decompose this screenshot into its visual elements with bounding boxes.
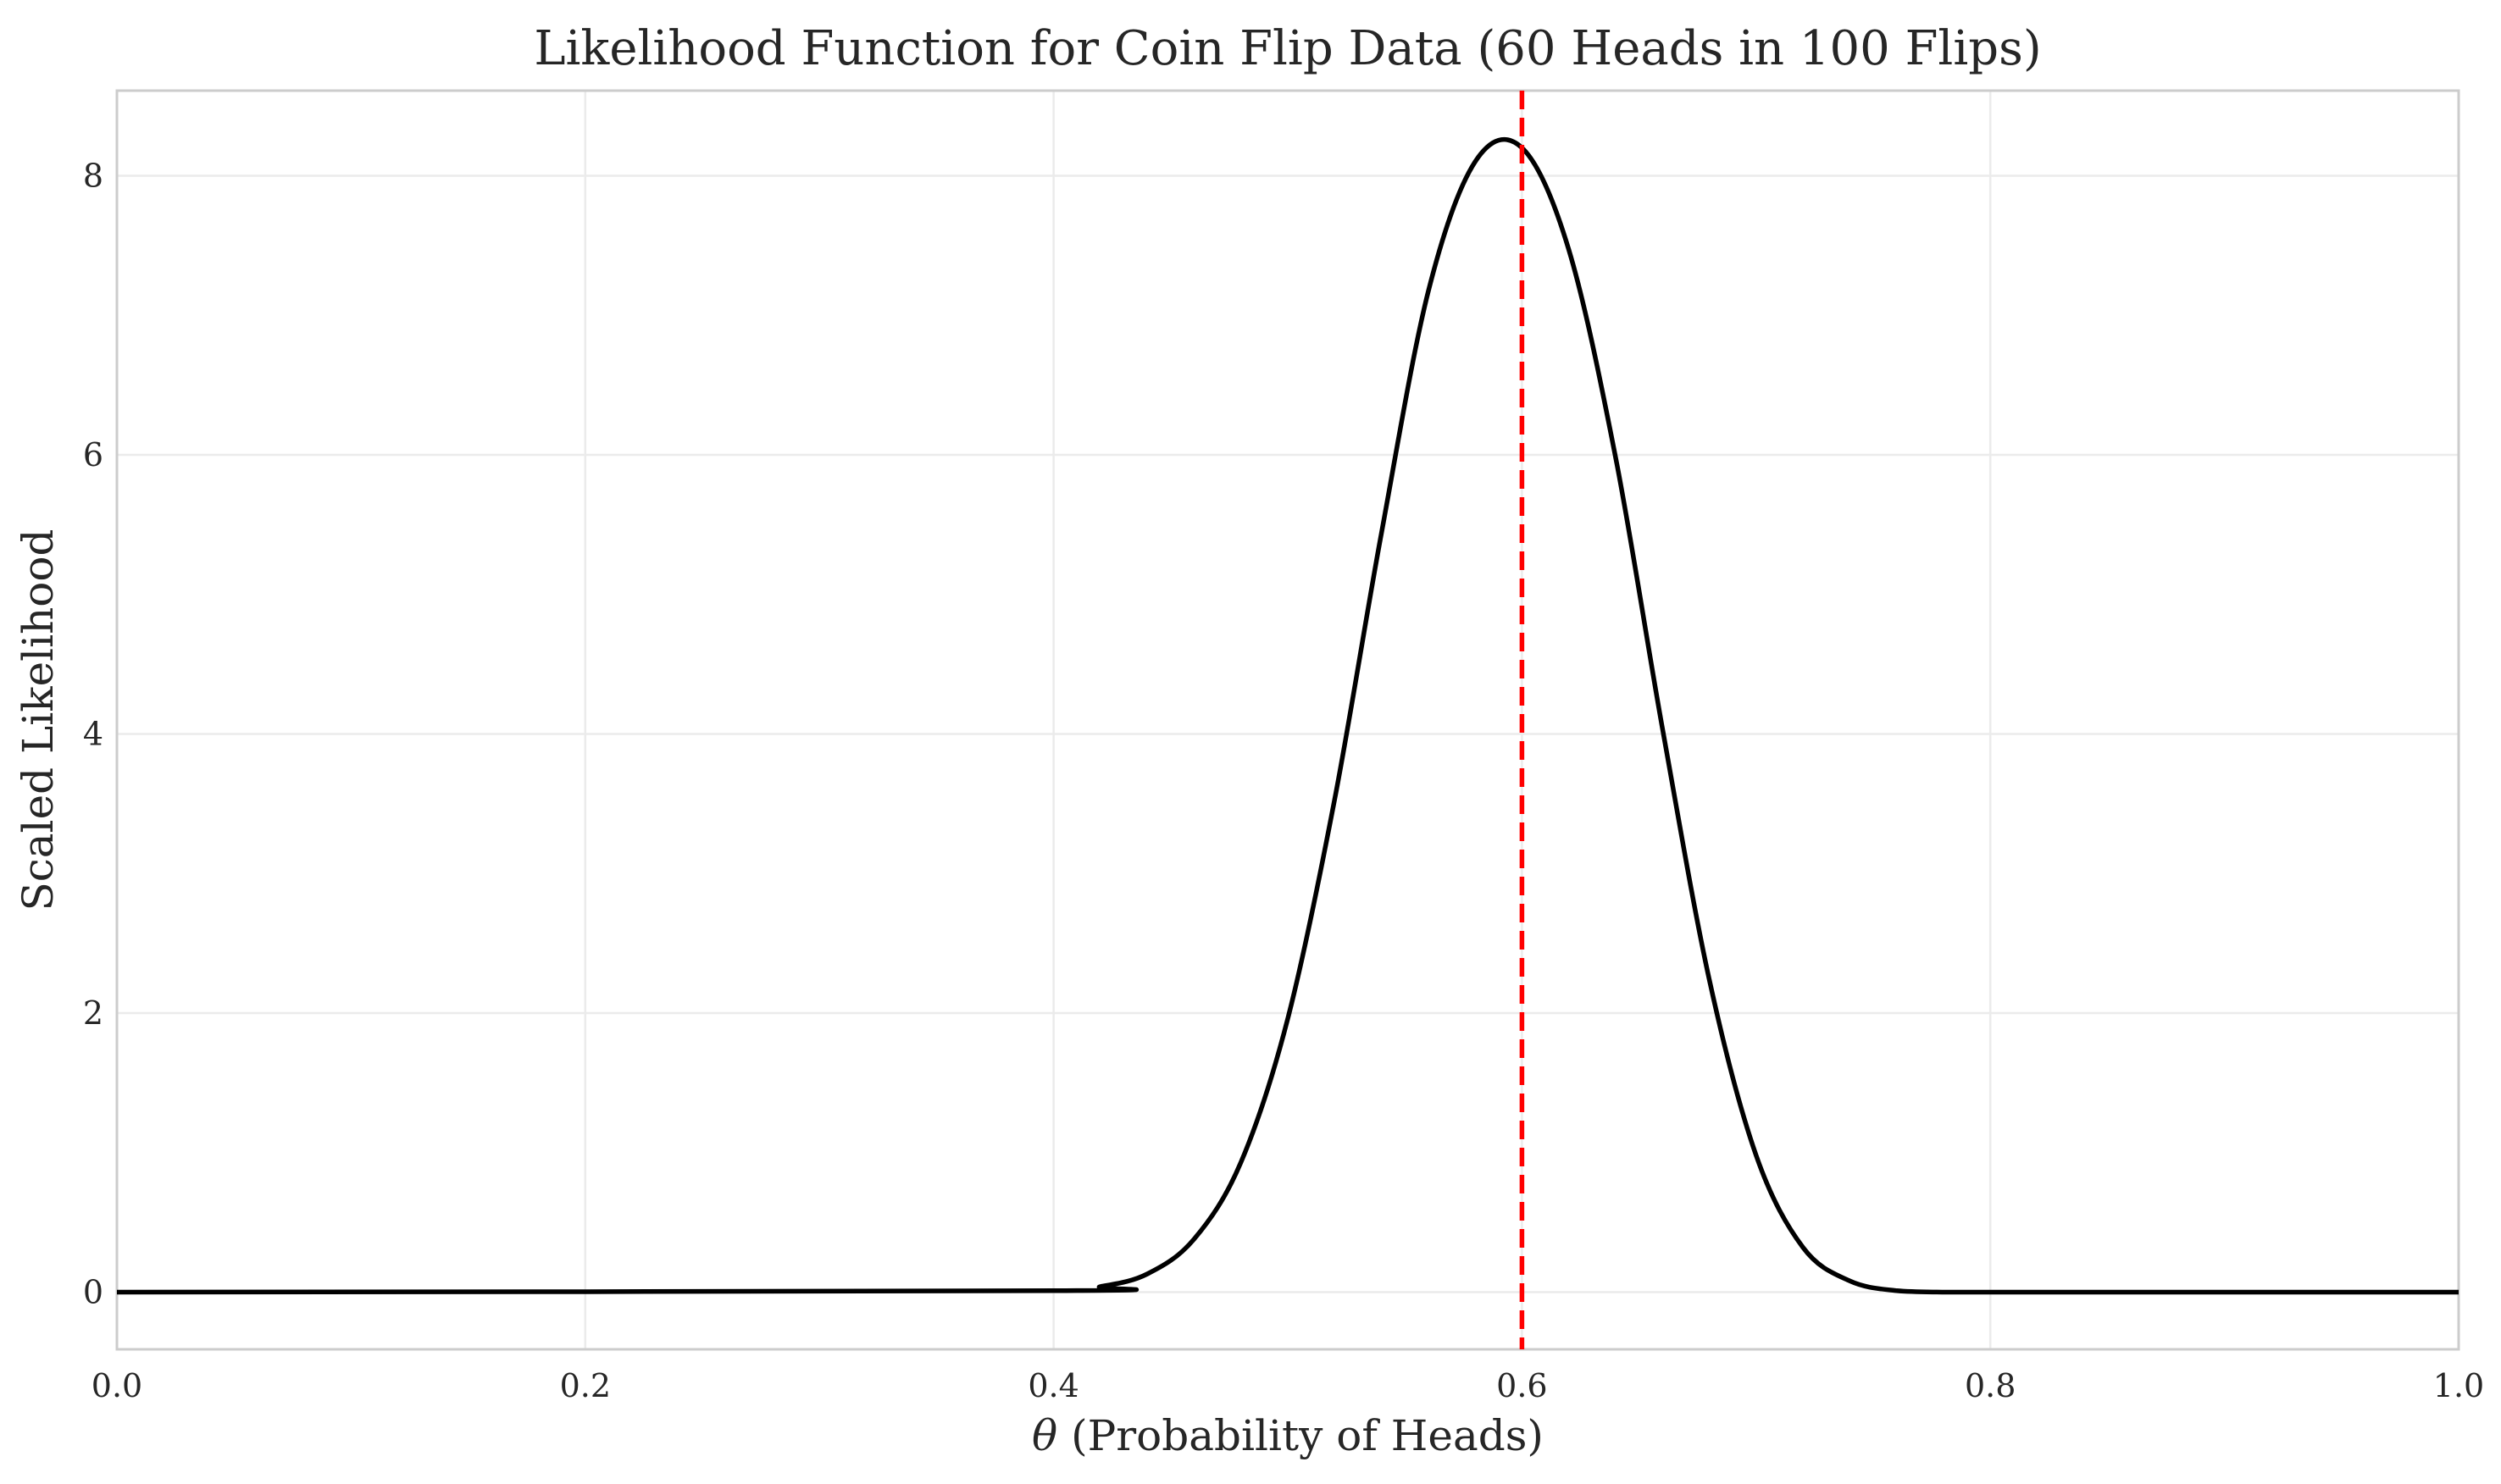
tick-labels: 0.0 0.2 0.4 0.6 0.8 1.0 0 2 4 6 8 [83, 157, 2484, 1404]
y-tick-label: 8 [83, 157, 103, 194]
series-group [116, 137, 2459, 1295]
x-tick-label: 0.0 [92, 1367, 142, 1404]
y-axis-label: Scaled Likelihood [14, 529, 63, 911]
likelihood-curve [116, 137, 2459, 1295]
x-tick-label: 0.6 [1496, 1367, 1547, 1404]
x-tick-label: 0.2 [560, 1367, 611, 1404]
y-tick-label: 0 [83, 1273, 103, 1310]
chart-title: Likelihood Function for Coin Flip Data (… [534, 21, 2041, 76]
x-tick-label: 1.0 [2433, 1367, 2484, 1404]
y-tick-label: 2 [83, 994, 103, 1032]
x-axis-symbol: θ [1032, 1411, 1057, 1460]
x-axis-text: (Probability of Heads) [1071, 1411, 1544, 1460]
x-axis-space [1057, 1411, 1071, 1460]
y-tick-label: 4 [83, 715, 103, 752]
y-tick-label: 6 [83, 436, 103, 473]
plot-frame [115, 89, 2460, 1351]
x-tick-label: 0.4 [1028, 1367, 1079, 1404]
x-tick-label: 0.8 [1965, 1367, 2016, 1404]
x-axis-label: θ (Probability of Heads) [1032, 1411, 1544, 1460]
